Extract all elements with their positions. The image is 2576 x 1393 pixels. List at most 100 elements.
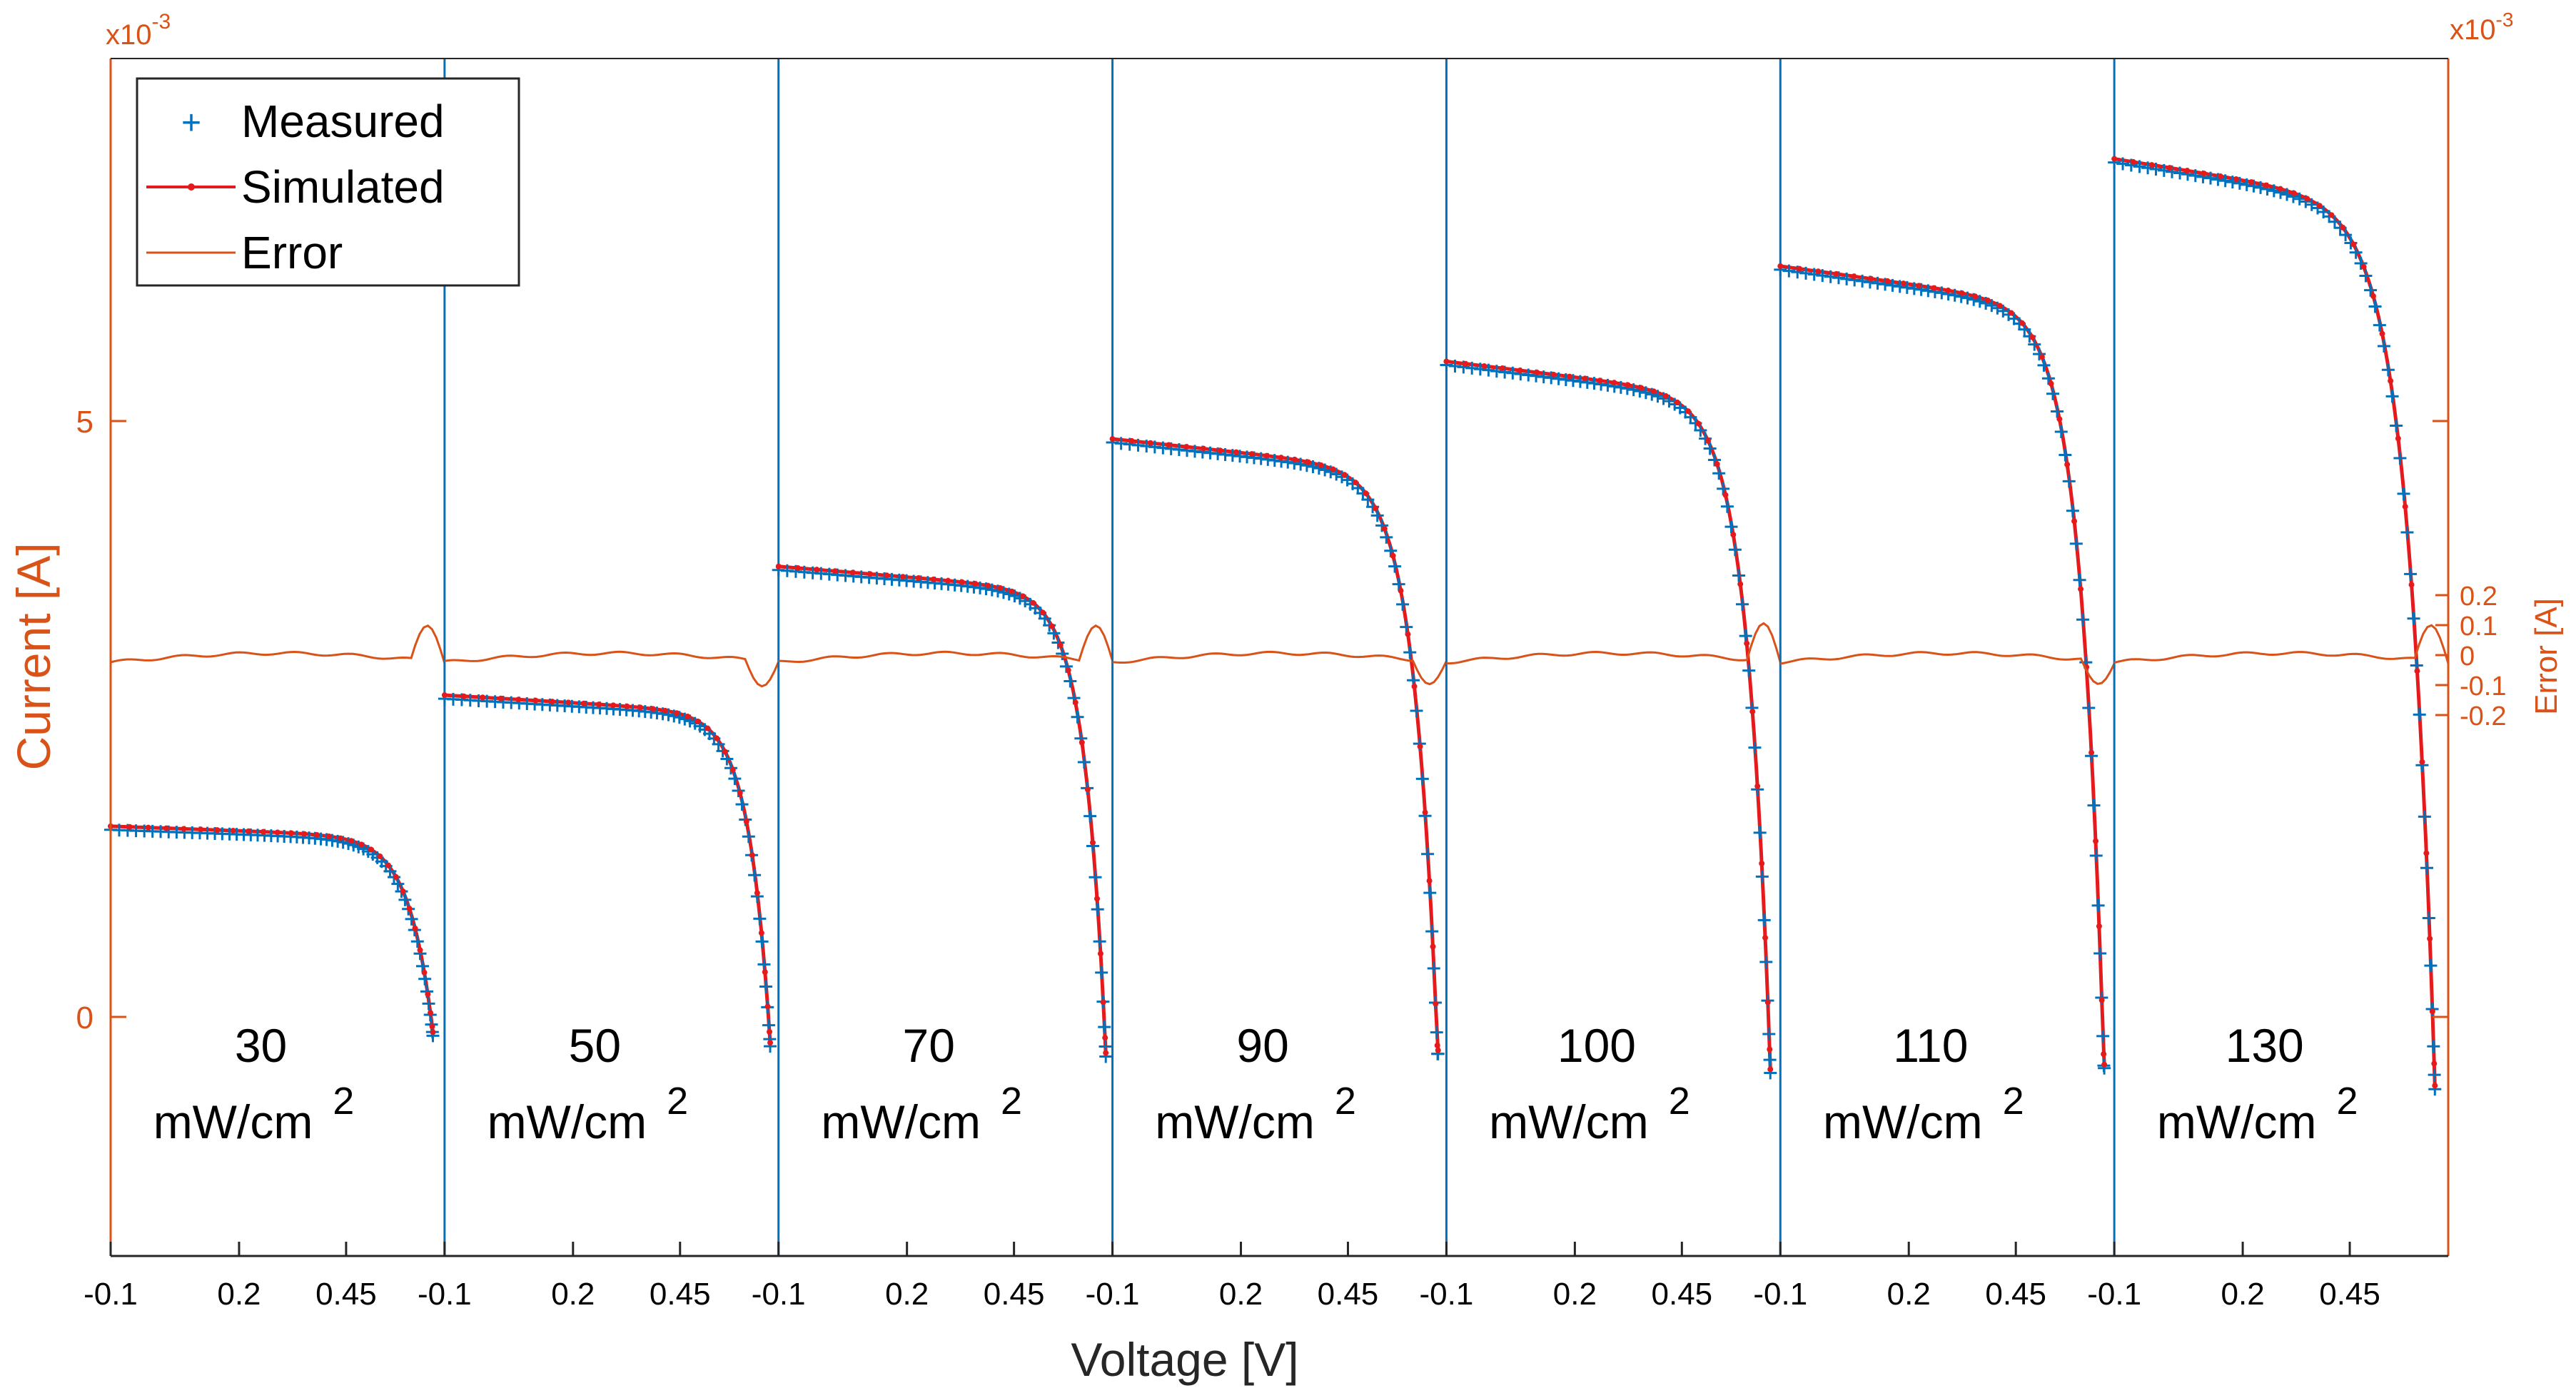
- simulated-point: [1411, 683, 1418, 689]
- x-tick-label: 0.45: [1318, 1277, 1379, 1312]
- measured-point: [2093, 947, 2107, 961]
- measured-point: [1991, 301, 2004, 315]
- simulated-point: [915, 575, 921, 582]
- x-axis-title: Voltage [V]: [1071, 1333, 1298, 1386]
- simulated-point: [1341, 472, 1348, 478]
- simulated-point: [2395, 435, 2401, 442]
- simulated-point: [1767, 1066, 1774, 1073]
- simulated-point: [2350, 241, 2357, 248]
- measured-point: [2413, 708, 2426, 721]
- measured-point: [2133, 160, 2146, 173]
- x-tick-label: 0.2: [2221, 1277, 2265, 1312]
- simulated-point: [246, 828, 252, 834]
- measured-point: [1423, 886, 1437, 900]
- simulated-point: [2039, 354, 2045, 360]
- measured-point: [2054, 425, 2068, 438]
- measured-point: [1763, 1053, 1777, 1067]
- simulated-point: [1972, 293, 1979, 300]
- simulated-point: [1422, 809, 1428, 816]
- measured-point: [1703, 442, 1717, 455]
- simulated-point: [163, 825, 169, 831]
- simulated-point: [581, 700, 587, 706]
- simulated-point: [1714, 461, 1720, 467]
- measured-point: [1824, 270, 1837, 283]
- measured-point: [2359, 269, 2373, 283]
- simulated-point: [2148, 162, 2155, 168]
- simulated-point: [1278, 455, 1284, 461]
- simulated-point: [2340, 224, 2346, 231]
- measured-point: [1430, 1025, 1443, 1039]
- measured-point: [2116, 157, 2130, 171]
- simulated-point: [1109, 436, 1116, 442]
- simulated-point: [2088, 749, 2095, 756]
- measured-point: [410, 935, 424, 948]
- measured-point: [2339, 228, 2353, 242]
- measured-point: [2091, 898, 2105, 912]
- measured-point: [2173, 166, 2187, 180]
- simulated-point: [1103, 1050, 1109, 1056]
- simulated-point: [314, 832, 320, 839]
- simulated-point: [930, 576, 936, 582]
- simulated-point: [1685, 408, 1692, 415]
- measured-point: [1370, 509, 1384, 522]
- simulated-point: [430, 1029, 436, 1035]
- x-tick-label: 0.45: [2319, 1277, 2380, 1312]
- measured-point: [1330, 467, 1343, 481]
- simulated-point: [1305, 459, 1311, 465]
- simulated-point: [2130, 158, 2136, 165]
- simulated-point: [1959, 290, 1965, 296]
- simulated-point: [1217, 447, 1223, 454]
- simulated-point: [348, 838, 354, 844]
- simulated-point: [1248, 451, 1255, 457]
- simulated-point: [1762, 935, 1769, 941]
- simulated-point: [2388, 378, 2394, 384]
- measured-point: [2069, 537, 2083, 550]
- measured-point: [1002, 587, 1016, 601]
- simulated-point: [145, 824, 151, 831]
- simulated-point: [764, 1003, 771, 1010]
- measured-point: [1318, 463, 1332, 477]
- measured-point: [2390, 419, 2403, 432]
- x-tick-label: 0.45: [650, 1277, 711, 1312]
- right-y-tick-label: 0.2: [2460, 582, 2497, 612]
- measured-point: [2422, 911, 2435, 925]
- legend-box: [136, 77, 520, 287]
- measured-point: [1782, 264, 1796, 278]
- simulated-point: [2423, 850, 2430, 856]
- measured-point: [2420, 861, 2433, 875]
- measured-point: [1735, 597, 1749, 611]
- simulated-point: [1638, 385, 1645, 391]
- error-curve: [778, 624, 1114, 664]
- simulated-point: [685, 714, 691, 720]
- x-tick-label: -0.1: [1086, 1277, 1140, 1312]
- tick-layer: 050.20.10-0.1-0.2-0.1 0.2 0.45 -0.1 0.2 0.45-…: [76, 405, 2507, 1312]
- simulated-point: [2402, 503, 2408, 510]
- simulated-point: [2201, 171, 2207, 177]
- simulated-point: [767, 1040, 774, 1046]
- simulated-point: [624, 703, 630, 709]
- simulated-point: [2304, 196, 2310, 202]
- simulated-point: [1759, 860, 1765, 866]
- simulated-point: [2098, 997, 2105, 1003]
- simulated-point: [1984, 297, 1991, 303]
- simulated-point: [1597, 378, 1603, 384]
- measured-point: [2059, 448, 2072, 462]
- measured-point: [2381, 363, 2395, 377]
- simulated-point: [412, 926, 418, 932]
- simulated-point: [2429, 1008, 2435, 1015]
- measured-point: [2373, 318, 2386, 332]
- measured-point: [1614, 380, 1627, 394]
- simulated-point: [549, 699, 555, 705]
- measured-point: [1762, 1028, 1776, 1041]
- measured-point: [1375, 519, 1389, 532]
- measured-point: [1757, 913, 1771, 927]
- simulated-point: [1868, 275, 1874, 282]
- simulated-point: [1625, 382, 1631, 388]
- simulated-point: [400, 888, 406, 895]
- simulated-point: [1434, 1043, 1440, 1049]
- simulated-point: [595, 701, 602, 708]
- measured-point: [1948, 288, 1961, 302]
- measured-point: [1717, 482, 1730, 495]
- measured-point: [1392, 577, 1405, 591]
- measured-point: [1047, 627, 1061, 640]
